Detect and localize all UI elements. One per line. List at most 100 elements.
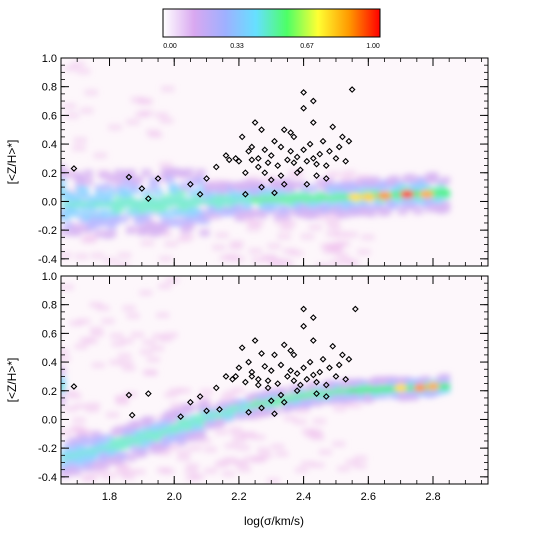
density-haze [129,226,143,233]
density-cell [265,205,276,214]
density-haze [117,252,131,259]
data-point [144,390,152,398]
density-haze [110,332,124,339]
density-cell [207,192,218,201]
density-haze [161,85,175,92]
density-haze [353,463,367,470]
density-cell [83,464,94,473]
density-cell [106,173,117,182]
data-point [212,384,220,392]
density-haze [159,161,173,168]
data-point [280,398,288,406]
density-cell [234,204,245,213]
density-cell [234,213,245,222]
density-haze [220,394,234,401]
data-point [264,377,272,385]
density-haze [67,187,81,194]
data-point [303,157,311,165]
density-haze [122,365,136,372]
density-haze [115,399,129,406]
panel-bottom-frame [60,275,489,485]
density-cell [187,188,198,197]
data-point [309,337,317,344]
data-point [251,119,259,126]
density-cell [83,177,94,186]
density-haze [120,338,134,345]
density-cell [141,189,152,198]
density-cell [199,228,210,237]
density-haze [215,232,229,239]
density-haze [283,248,297,255]
density-cell [160,220,171,229]
data-point [287,147,295,155]
density-cell [83,169,94,178]
density-haze [159,336,173,343]
panel-bottom-xlabel: log(σ/km/s) [244,514,304,528]
density-cell [187,433,198,442]
density-haze [240,433,254,440]
density-haze [72,145,86,152]
panel-bottom-xtick-label: 1.8 [102,491,117,503]
density-haze [328,224,342,231]
data-point [258,404,265,412]
density-cell [246,410,257,419]
density-cell [149,181,160,190]
density-cell [440,201,451,210]
density-cell [106,229,117,238]
density-cell [61,164,66,173]
panel-bottom: -0.4 -0.2 0.0 0.2 0.4 0.6 0.8 1.0 1.8 2.0 2.2 2.4 2.… [5,271,489,528]
density-cell [141,168,152,177]
data-point [300,305,307,313]
density-haze [236,444,250,451]
density-haze [84,89,98,96]
density-cell [215,200,226,209]
density-haze [250,220,264,227]
density-haze [300,233,314,240]
density-haze [177,455,191,462]
data-point [284,373,291,380]
data-point [322,175,330,182]
density-haze [223,456,237,463]
density-haze [240,216,254,223]
density-cell [156,203,167,212]
density-haze [203,446,217,453]
data-point [271,410,278,418]
density-haze [104,257,118,264]
density-haze [357,249,371,256]
density-cell [61,377,66,386]
density-cell [257,210,268,219]
density-haze [114,469,128,476]
panel-bottom-ytick-label: -0.4 [38,472,57,484]
density-haze [295,467,309,474]
data-point [290,377,298,385]
density-haze [160,117,174,124]
density-haze [277,233,291,240]
density-cell [187,215,198,224]
data-point [238,133,246,141]
density-haze [73,137,87,144]
data-point [125,173,133,181]
panel-top-ytick-label: 0.0 [42,196,57,208]
data-point [339,133,346,141]
data-point [267,397,275,405]
density-haze [102,473,116,480]
density-cell [156,208,167,217]
density-cell [164,200,175,209]
data-point [203,407,210,415]
data-point [232,373,240,380]
data-point [254,381,262,389]
density-haze [344,231,358,238]
density-cell [180,182,191,191]
density-cell [129,183,140,192]
density-cell [145,416,156,425]
density-haze [68,393,82,400]
density-cell [211,211,222,220]
data-point [293,370,301,377]
density-cell [281,205,292,214]
data-point [303,180,311,188]
density-haze [74,343,88,350]
density-haze [316,214,330,221]
density-haze [64,65,78,72]
density-cell [125,453,136,462]
